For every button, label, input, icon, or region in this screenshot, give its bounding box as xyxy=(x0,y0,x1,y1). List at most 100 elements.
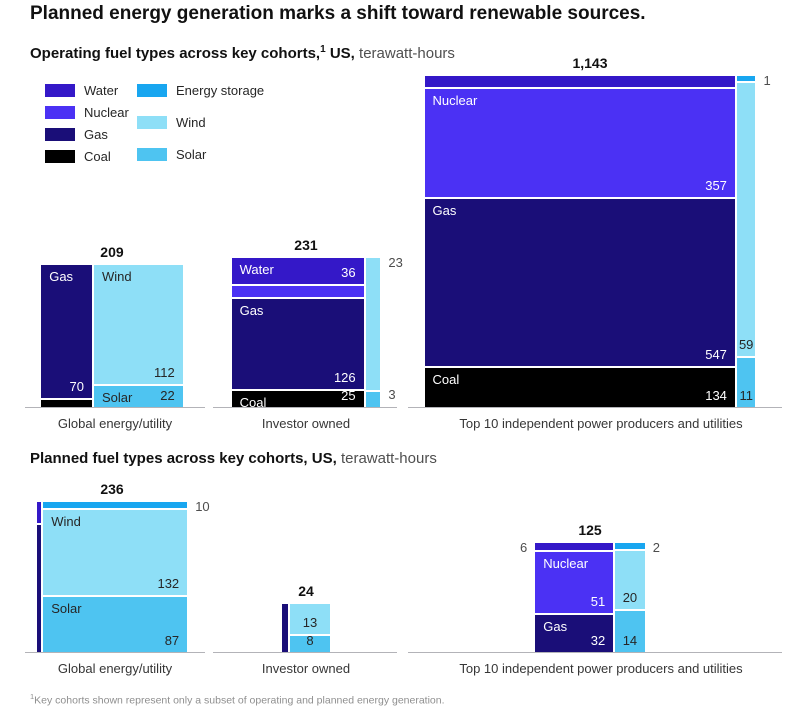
x-axis-line xyxy=(213,407,397,408)
mosaic-column xyxy=(282,604,288,652)
segment-energy-storage xyxy=(736,76,756,81)
segment-wind: Wind 132 xyxy=(43,508,188,595)
category-label-top-10-independent-power-producers-and-utilities: Top 10 independent power producers and u… xyxy=(459,416,743,431)
gas-swatch xyxy=(45,128,75,141)
bar-total-label: 209 xyxy=(100,244,124,261)
mosaic-column: Nuclear 357 Gas 547 Coal 134 xyxy=(424,76,735,407)
segment-wind: 59 xyxy=(736,80,756,356)
planned-heading-text: Planned fuel types across key cohorts, U… xyxy=(30,450,337,467)
segment-value-label: 126 xyxy=(333,369,356,385)
operating-heading-geo: US, xyxy=(325,45,355,62)
segment-value-label-outside: 6 xyxy=(520,539,528,555)
category-label-investor-owned: Investor owned xyxy=(261,416,351,431)
segment-water xyxy=(535,542,614,550)
legend-column-renewables: Energy storage Wind Solar xyxy=(137,83,265,180)
legend-label: Gas xyxy=(84,127,108,142)
segment-solar: Solar 22 xyxy=(94,383,183,407)
legend-label: Solar xyxy=(176,147,207,162)
segment-value-label: 112 xyxy=(154,364,175,380)
footnote-marker: 1 xyxy=(320,44,326,55)
segment-name-label: Gas xyxy=(239,303,264,319)
category-label-top-10-independent-power-producers-and-utilities: Top 10 independent power producers and u… xyxy=(459,661,743,676)
segment-value-label: 134 xyxy=(705,387,727,403)
segment-value-label: 51 xyxy=(590,593,606,609)
segment-gas: Gas 126 xyxy=(231,297,364,389)
segment-value-label-outside: 3 xyxy=(388,386,396,402)
footnote-sup: 1 xyxy=(30,692,35,701)
segment-name-label: Solar xyxy=(51,600,82,616)
footnote: 1Key cohorts shown represent only a subs… xyxy=(30,692,445,707)
energy-storage-swatch xyxy=(137,84,167,97)
mosaic-bar-top-10-independent-power-producers-and-utilities: Nuclear 51 Gas 32 6 20 14 2 xyxy=(520,540,660,652)
x-axis-line xyxy=(408,652,782,653)
segment-value-label: 70 xyxy=(69,378,84,394)
segment-name-label: Gas xyxy=(432,202,457,218)
mosaic-column: Nuclear 51 Gas 32 xyxy=(535,542,614,652)
segment-value-label: 87 xyxy=(164,632,180,648)
bar-total-label: 125 xyxy=(578,521,602,538)
solar-swatch xyxy=(137,148,167,161)
segment-name-label: Gas xyxy=(49,269,74,285)
segment-name-label: Wind xyxy=(51,514,81,530)
legend-label: Water xyxy=(84,83,119,98)
mosaic-bar-global-energy-utility: Wind 132 Solar 87 10 xyxy=(36,499,210,652)
wind-swatch xyxy=(137,116,167,129)
mosaic-column: Water 36 Gas 126 Coal 25 xyxy=(231,258,364,410)
legend-label: Energy storage xyxy=(176,83,265,98)
mosaic-bar-investor-owned: Water 36 Gas 126 Coal 25 23 3 xyxy=(231,256,403,410)
segment-value-label: 357 xyxy=(705,177,727,193)
legend-label: Wind xyxy=(176,115,206,130)
segment-value-label-outside: 2 xyxy=(652,539,660,555)
mosaic-column: 20 14 xyxy=(613,542,645,652)
legend-item-wind: Wind xyxy=(137,115,264,130)
segment-water xyxy=(36,501,42,524)
legend-label: Coal xyxy=(84,149,111,164)
category-label-investor-owned: Investor owned xyxy=(261,661,351,676)
segment-coal: Coal 134 xyxy=(424,365,735,407)
segment-value-label: 547 xyxy=(705,346,727,362)
mosaic-column: 59 11 xyxy=(734,76,756,407)
segment-coal xyxy=(41,397,92,407)
segment-name-label: Coal xyxy=(432,371,460,387)
mosaic-column: 13 8 xyxy=(288,604,330,652)
legend-item-nuclear: Nuclear xyxy=(45,105,129,120)
segment-name-label: Water xyxy=(239,262,274,278)
segment-value-label-outside: 1 xyxy=(763,73,771,89)
legend-item-solar: Solar xyxy=(137,147,264,162)
segment-solar: 8 xyxy=(290,633,330,652)
segment-nuclear xyxy=(231,284,364,298)
planned-heading-unit: terawatt-hours xyxy=(336,450,437,467)
mosaic-column: Gas 70 xyxy=(41,265,92,407)
mosaic-column: Wind 132 Solar 87 xyxy=(41,501,188,652)
legend-item-gas: Gas xyxy=(45,127,129,142)
legend-item-coal: Coal xyxy=(45,149,129,164)
legend-item-water: Water xyxy=(45,83,129,98)
segment-gas: Gas 70 xyxy=(41,265,92,398)
segment-gas: Gas 547 xyxy=(424,196,735,366)
segment-name-label: Coal xyxy=(239,394,267,410)
nuclear-swatch xyxy=(45,106,75,119)
segment-wind: 13 xyxy=(290,604,330,634)
segment-coal: Coal 25 xyxy=(231,388,364,410)
segment-value-label: 20 xyxy=(622,590,638,606)
segment-value-label: 32 xyxy=(590,632,606,648)
legend-column-dark-fuels: Water Nuclear Gas Coal xyxy=(45,83,129,172)
segment-name-label: Solar xyxy=(102,389,133,405)
x-axis-line xyxy=(408,407,782,408)
mosaic-bar-global-energy-utility: Gas 70 Wind 112 Solar 22 xyxy=(41,265,183,407)
segment-gas: Gas 32 xyxy=(535,612,614,652)
segment-solar: Solar 87 xyxy=(43,594,188,652)
planned-chart-heading: Planned fuel types across key cohorts, U… xyxy=(30,449,437,468)
bar-total-label: 231 xyxy=(294,237,318,254)
segment-nuclear: Nuclear 357 xyxy=(424,86,735,197)
segment-value-label: 22 xyxy=(160,387,175,403)
segment-name-label: Gas xyxy=(543,618,568,634)
operating-heading-unit: terawatt-hours xyxy=(354,45,455,62)
category-label-global-energy-utility: Global energy/utility xyxy=(57,416,173,431)
segment-gas xyxy=(36,523,42,652)
segment-gas xyxy=(282,604,288,652)
segment-value-label: 36 xyxy=(341,265,356,281)
segment-value-label: 132 xyxy=(157,575,180,591)
